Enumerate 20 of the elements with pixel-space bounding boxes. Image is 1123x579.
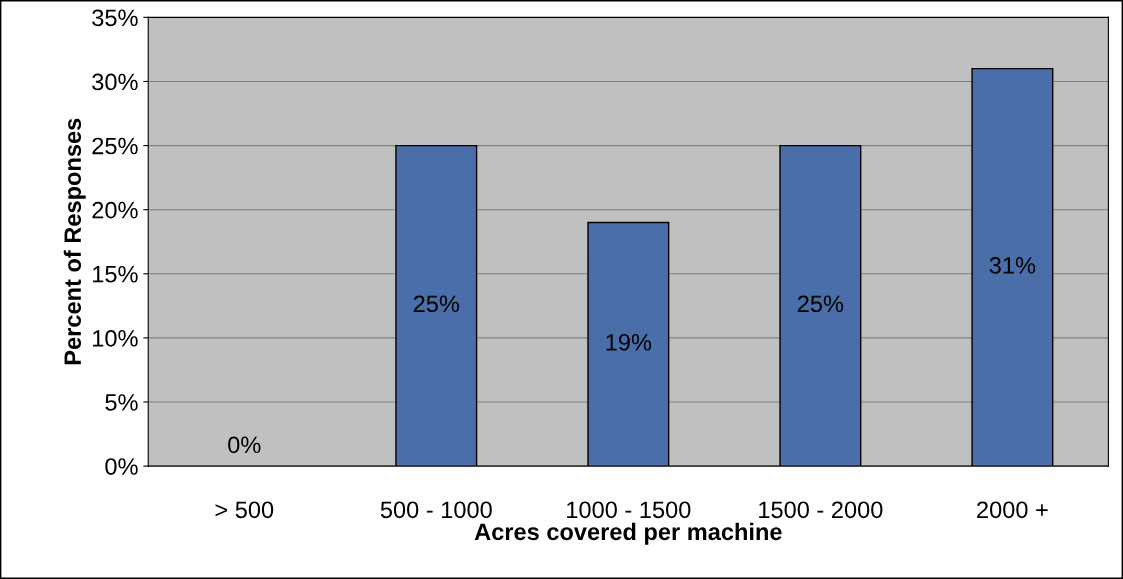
x-tick-label: 1000 - 1500 — [567, 501, 691, 519]
x-tick-label: 1500 - 2000 — [759, 501, 883, 519]
data-label: 31% — [989, 256, 1036, 274]
data-label: 25% — [413, 295, 460, 313]
x-tick-label: 2000 + — [977, 501, 1048, 519]
y-tick-label: 15% — [93, 265, 138, 283]
y-tick-label: 5% — [105, 394, 138, 411]
y-tick-label: 35% — [92, 9, 138, 27]
data-label: 0% — [228, 436, 261, 454]
y-tick-label: 30% — [92, 73, 138, 91]
x-axis-title: Acres covered per machine — [474, 522, 782, 545]
y-axis-title: Percent of Responses — [63, 118, 86, 365]
data-label: 19% — [606, 333, 652, 351]
y-tick-label: 10% — [93, 329, 138, 347]
y-tick-label: 20% — [92, 201, 138, 219]
x-tick-label: > 500 — [215, 501, 274, 519]
data-label: 25% — [797, 295, 844, 313]
y-tick-label: 25% — [92, 137, 138, 155]
y-tick-label: 0% — [105, 458, 138, 475]
x-tick-label: 500 - 1000 — [380, 501, 492, 519]
